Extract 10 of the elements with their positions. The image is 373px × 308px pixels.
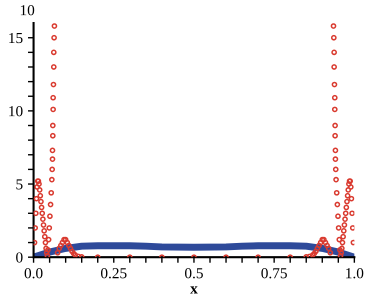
x-tick-label: 0.5 bbox=[184, 268, 203, 278]
y-tick-label: 5 bbox=[16, 179, 23, 190]
y-tick-label: 15 bbox=[9, 32, 23, 44]
x-tick-label: 0.0 bbox=[24, 268, 43, 278]
x-tick-label: 0.25 bbox=[100, 268, 127, 278]
y-tick-label: 0 bbox=[16, 252, 23, 263]
x-tick-label: 0.75 bbox=[261, 268, 287, 278]
x-tick-label: 1.0 bbox=[346, 268, 364, 278]
x-axis-title: x bbox=[190, 286, 198, 294]
y-tick-label: 10 bbox=[9, 106, 23, 116]
